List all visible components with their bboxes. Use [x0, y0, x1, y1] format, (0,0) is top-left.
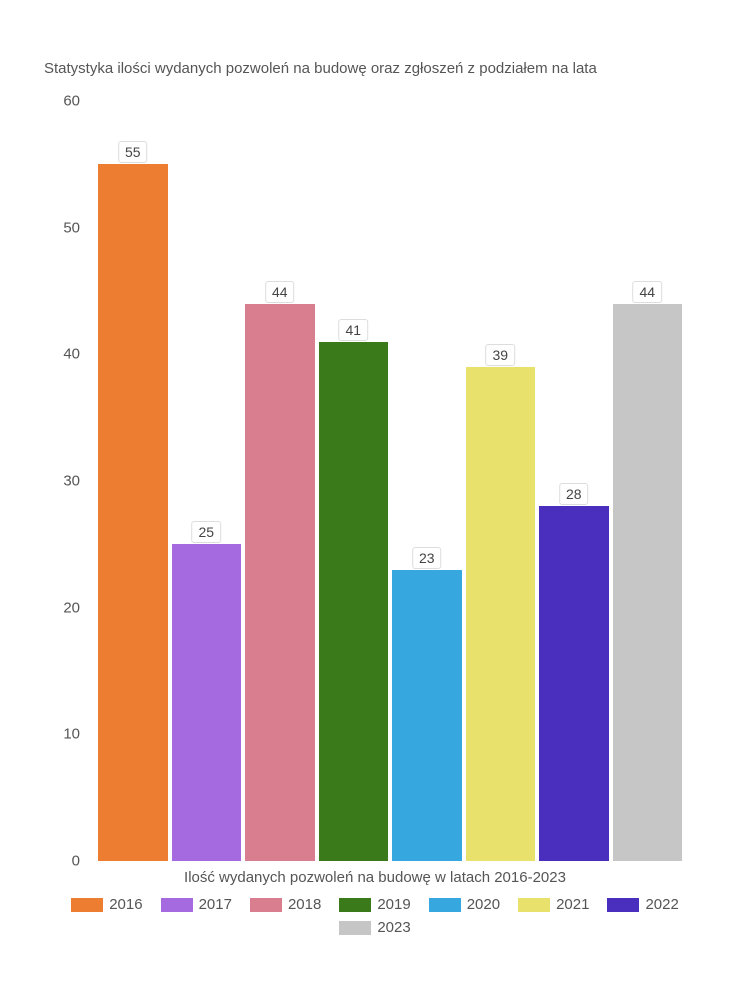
bar-value-label: 25: [191, 521, 221, 543]
bar-2018: 44: [245, 304, 315, 861]
y-tick: 10: [40, 726, 80, 743]
plot-area: 0102030405060 5525444123392844: [90, 101, 690, 861]
bar-2021: 39: [466, 367, 536, 861]
bar-value-label: 39: [485, 344, 515, 366]
legend-swatch: [339, 898, 371, 912]
bars-group: 5525444123392844: [90, 101, 690, 861]
legend-item-2023: 2023: [339, 919, 410, 936]
bar-2017: 25: [172, 544, 242, 861]
bar-value-label: 41: [338, 319, 368, 341]
bar-2020: 23: [392, 570, 462, 861]
legend-swatch: [607, 898, 639, 912]
y-tick: 20: [40, 599, 80, 616]
bar-value-label: 44: [265, 281, 295, 303]
bar-fill: [98, 164, 168, 861]
y-tick: 30: [40, 473, 80, 490]
legend-label: 2023: [377, 919, 410, 936]
bar-2016: 55: [98, 164, 168, 861]
y-tick: 40: [40, 346, 80, 363]
bar-fill: [539, 506, 609, 861]
bar-fill: [466, 367, 536, 861]
legend-item-2017: 2017: [161, 896, 232, 913]
legend: 2016 2017 2018 2019 2020 2021 2022 2023: [40, 896, 710, 936]
bar-fill: [245, 304, 315, 861]
chart-title: Statystyka ilości wydanych pozwoleń na b…: [44, 60, 710, 77]
legend-item-2019: 2019: [339, 896, 410, 913]
y-tick: 50: [40, 219, 80, 236]
bar-fill: [392, 570, 462, 861]
legend-swatch: [518, 898, 550, 912]
y-axis: 0102030405060: [40, 101, 80, 861]
bar-value-label: 28: [559, 483, 589, 505]
y-tick: 60: [40, 93, 80, 110]
legend-swatch: [250, 898, 282, 912]
legend-item-2016: 2016: [71, 896, 142, 913]
chart-container: Statystyka ilości wydanych pozwoleń na b…: [40, 60, 710, 960]
legend-item-2018: 2018: [250, 896, 321, 913]
legend-swatch: [71, 898, 103, 912]
bar-value-label: 23: [412, 547, 442, 569]
legend-label: 2019: [377, 896, 410, 913]
legend-item-2021: 2021: [518, 896, 589, 913]
legend-label: 2022: [645, 896, 678, 913]
bar-value-label: 44: [632, 281, 662, 303]
bar-fill: [613, 304, 683, 861]
bar-value-label: 55: [118, 141, 148, 163]
legend-swatch: [161, 898, 193, 912]
legend-item-2022: 2022: [607, 896, 678, 913]
x-axis-title: Ilość wydanych pozwoleń na budowę w lata…: [40, 869, 710, 886]
bar-fill: [319, 342, 389, 861]
legend-item-2020: 2020: [429, 896, 500, 913]
legend-label: 2017: [199, 896, 232, 913]
legend-swatch: [339, 921, 371, 935]
bar-fill: [172, 544, 242, 861]
bar-2019: 41: [319, 342, 389, 861]
legend-label: 2016: [109, 896, 142, 913]
legend-swatch: [429, 898, 461, 912]
bar-2022: 28: [539, 506, 609, 861]
y-tick: 0: [40, 853, 80, 870]
bar-2023: 44: [613, 304, 683, 861]
legend-label: 2021: [556, 896, 589, 913]
legend-label: 2020: [467, 896, 500, 913]
legend-label: 2018: [288, 896, 321, 913]
